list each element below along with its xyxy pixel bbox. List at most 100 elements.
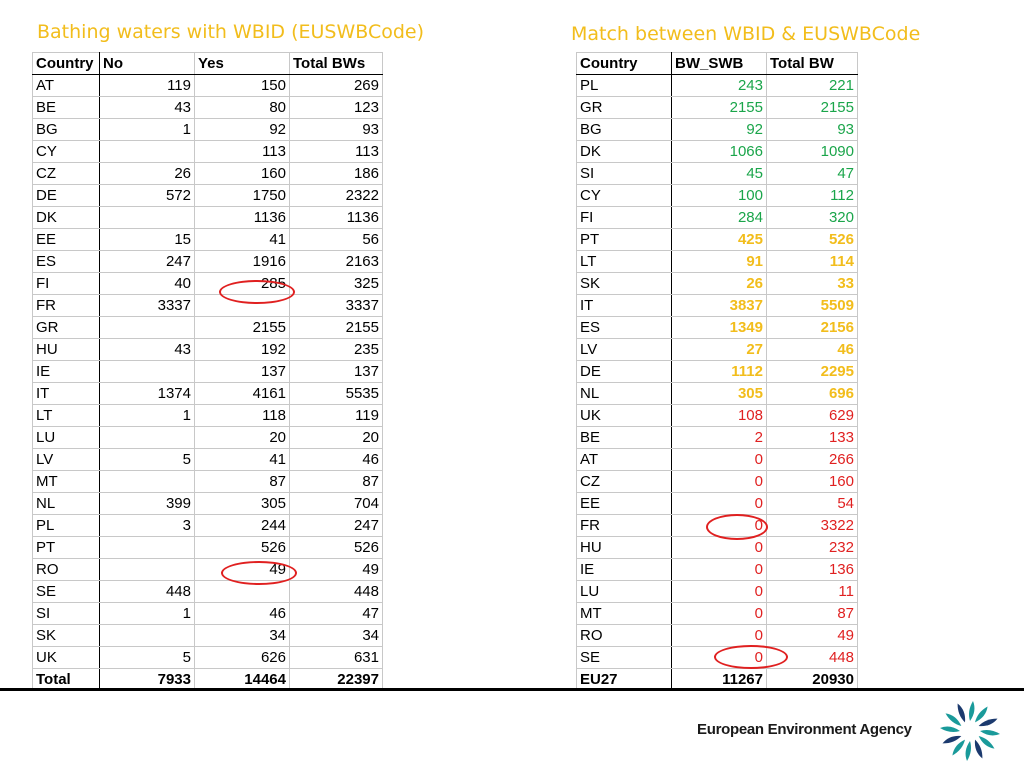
country-cell: FI <box>32 272 100 295</box>
value-cell: 305 <box>194 492 290 515</box>
country-cell: BE <box>576 426 672 449</box>
table-row: GR 2155 2155 <box>576 96 858 119</box>
value-cell: 572 <box>99 184 195 207</box>
value-cell: 629 <box>766 404 858 427</box>
country-cell: HU <box>576 536 672 559</box>
value-cell: 526 <box>766 228 858 251</box>
country-cell: FR <box>576 514 672 537</box>
country-cell: RO <box>576 624 672 647</box>
value-cell: 26 <box>671 272 767 295</box>
value-cell: 41 <box>194 448 290 471</box>
country-cell: FR <box>32 294 100 317</box>
table-row: DE 1112 2295 <box>576 360 858 383</box>
country-cell: CY <box>32 140 100 163</box>
country-cell: EE <box>576 492 672 515</box>
table-row: CZ 26 160 186 <box>32 162 383 185</box>
value-cell: 1090 <box>766 140 858 163</box>
value-cell <box>99 426 195 449</box>
value-cell: 46 <box>289 448 383 471</box>
value-cell <box>99 206 195 229</box>
value-cell: 0 <box>671 580 767 603</box>
value-cell: 5 <box>99 646 195 669</box>
table-row: FR 3337 3337 <box>32 294 383 317</box>
value-cell: 119 <box>99 74 195 97</box>
value-cell: 91 <box>671 250 767 273</box>
table-row: EE 0 54 <box>576 492 858 515</box>
value-cell: 1374 <box>99 382 195 405</box>
country-cell: SE <box>576 646 672 669</box>
value-cell: 266 <box>766 448 858 471</box>
country-cell: BG <box>576 118 672 141</box>
value-cell: 305 <box>671 382 767 405</box>
column-header: BW_SWB <box>671 52 767 75</box>
country-cell: LT <box>32 404 100 427</box>
value-cell: 137 <box>289 360 383 383</box>
table-row: LV 5 41 46 <box>32 448 383 471</box>
value-cell: 34 <box>289 624 383 647</box>
value-cell: 20 <box>194 426 290 449</box>
value-cell <box>99 558 195 581</box>
table-row: RO 49 49 <box>32 558 383 581</box>
value-cell: 108 <box>671 404 767 427</box>
country-cell: AT <box>576 448 672 471</box>
value-cell <box>99 536 195 559</box>
value-cell: 47 <box>289 602 383 625</box>
table-row: PT 526 526 <box>32 536 383 559</box>
table-row: IT 3837 5509 <box>576 294 858 317</box>
value-cell <box>99 624 195 647</box>
country-cell: LU <box>576 580 672 603</box>
value-cell: 0 <box>671 448 767 471</box>
country-cell: LV <box>576 338 672 361</box>
value-cell: 704 <box>289 492 383 515</box>
country-cell: GR <box>576 96 672 119</box>
value-cell: 269 <box>289 74 383 97</box>
value-cell: 235 <box>289 338 383 361</box>
value-cell: 2155 <box>766 96 858 119</box>
column-header: Total BWs <box>289 52 383 75</box>
table-row: BE 43 80 123 <box>32 96 383 119</box>
value-cell: 80 <box>194 96 290 119</box>
table-row: LT 1 118 119 <box>32 404 383 427</box>
value-cell: 5535 <box>289 382 383 405</box>
table-row: DK 1066 1090 <box>576 140 858 163</box>
value-cell: 118 <box>194 404 290 427</box>
value-cell: 186 <box>289 162 383 185</box>
value-cell: 46 <box>766 338 858 361</box>
country-cell: NL <box>576 382 672 405</box>
value-cell: 3837 <box>671 294 767 317</box>
total-value: 14464 <box>194 668 290 691</box>
table-row: MT 0 87 <box>576 602 858 625</box>
table-row: AT 0 266 <box>576 448 858 471</box>
value-cell: 26 <box>99 162 195 185</box>
country-cell: MT <box>32 470 100 493</box>
table-row: FI 284 320 <box>576 206 858 229</box>
country-cell: IE <box>576 558 672 581</box>
value-cell: 320 <box>766 206 858 229</box>
table-row: CZ 0 160 <box>576 470 858 493</box>
value-cell <box>99 316 195 339</box>
value-cell: 43 <box>99 338 195 361</box>
value-cell: 160 <box>766 470 858 493</box>
value-cell: 2163 <box>289 250 383 273</box>
value-cell: 93 <box>766 118 858 141</box>
value-cell: 123 <box>289 96 383 119</box>
value-cell: 1916 <box>194 250 290 273</box>
country-cell: LV <box>32 448 100 471</box>
value-cell: 5509 <box>766 294 858 317</box>
value-cell: 2322 <box>289 184 383 207</box>
country-cell: MT <box>576 602 672 625</box>
value-cell <box>99 360 195 383</box>
value-cell: 46 <box>194 602 290 625</box>
country-cell: ES <box>576 316 672 339</box>
country-cell: SI <box>576 162 672 185</box>
country-cell: UK <box>576 404 672 427</box>
value-cell: 93 <box>289 118 383 141</box>
value-cell: 133 <box>766 426 858 449</box>
value-cell: 47 <box>766 162 858 185</box>
table-row: SI 45 47 <box>576 162 858 185</box>
table-row: SK 26 33 <box>576 272 858 295</box>
value-cell: 112 <box>766 184 858 207</box>
country-cell: CY <box>576 184 672 207</box>
value-cell: 119 <box>289 404 383 427</box>
value-cell: 87 <box>766 602 858 625</box>
